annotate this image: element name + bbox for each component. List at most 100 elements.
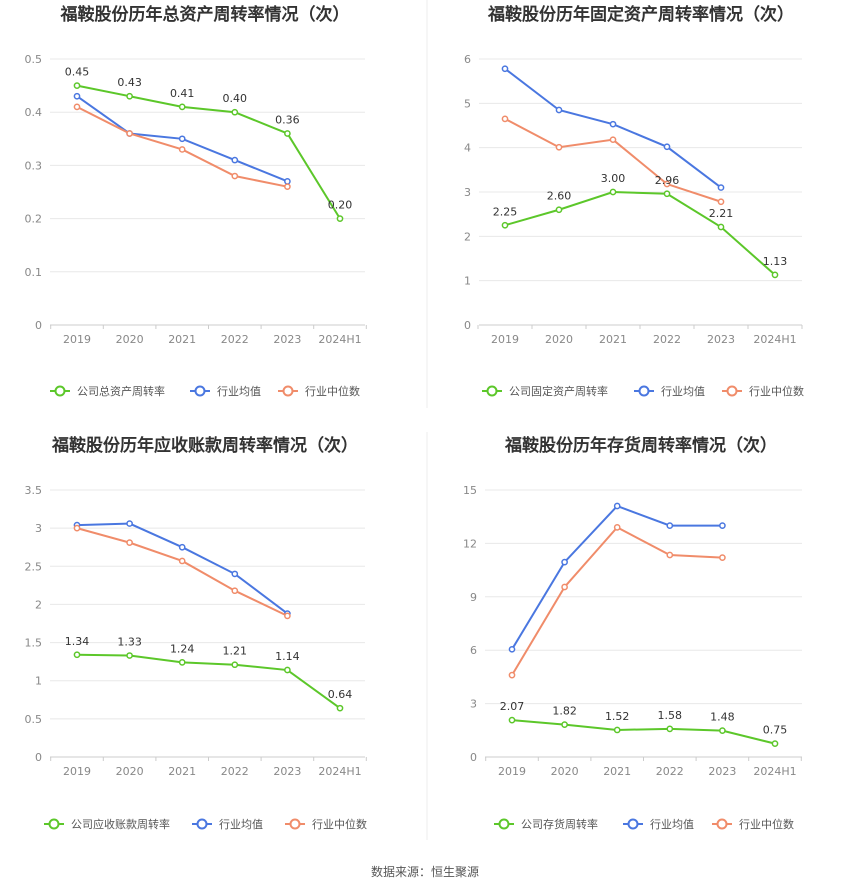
data-point-industry_avg[interactable] bbox=[501, 65, 509, 73]
x-tick-label: 2020 bbox=[545, 333, 573, 346]
data-point-company[interactable] bbox=[231, 661, 239, 669]
data-point-company[interactable] bbox=[561, 721, 568, 728]
data-point-industry_avg[interactable] bbox=[508, 645, 516, 653]
y-tick-label: 0.5 bbox=[25, 713, 43, 726]
x-tick-label: 2020 bbox=[116, 333, 144, 346]
legend-swatch-marker bbox=[716, 818, 728, 830]
data-point-industry_avg[interactable] bbox=[126, 520, 133, 527]
x-tick-label: 2021 bbox=[168, 765, 196, 778]
data-point-company[interactable] bbox=[609, 188, 617, 196]
data-point-industry_median[interactable] bbox=[508, 671, 516, 679]
data-point-industry_median[interactable] bbox=[231, 172, 239, 180]
data-point-industry_median[interactable] bbox=[663, 180, 671, 188]
data-point-industry_avg[interactable] bbox=[231, 570, 239, 578]
data-point-industry_median[interactable] bbox=[178, 557, 186, 565]
data-point-industry_avg[interactable] bbox=[613, 502, 621, 510]
y-tick-label: 0.1 bbox=[25, 266, 43, 279]
data-point-industry_median[interactable] bbox=[73, 524, 81, 532]
data-point-industry_avg[interactable] bbox=[561, 558, 568, 566]
y-tick-label: 2 bbox=[464, 230, 471, 243]
data-point-company[interactable] bbox=[508, 716, 516, 724]
data-label: 2.96 bbox=[655, 174, 680, 187]
x-tick-label: 2019 bbox=[63, 333, 91, 346]
data-source-note: 数据来源：恒生聚源 bbox=[371, 864, 479, 879]
data-point-industry_avg[interactable] bbox=[719, 522, 726, 529]
data-point-industry_median[interactable] bbox=[284, 612, 291, 620]
data-label: 1.58 bbox=[658, 709, 683, 722]
data-point-industry_median[interactable] bbox=[231, 587, 239, 595]
series-line-industry_avg bbox=[504, 67, 722, 189]
data-point-company[interactable] bbox=[284, 666, 291, 674]
y-tick-label: 0.2 bbox=[25, 213, 43, 226]
x-tick-label: 2020 bbox=[551, 765, 579, 778]
data-label: 1.14 bbox=[275, 650, 300, 663]
legend-label-industry_avg[interactable]: 行业均值 bbox=[217, 385, 261, 398]
data-point-industry_median[interactable] bbox=[178, 146, 186, 153]
data-point-company[interactable] bbox=[126, 92, 133, 100]
data-point-industry_median[interactable] bbox=[609, 136, 617, 144]
data-point-company[interactable] bbox=[126, 652, 133, 659]
data-point-industry_avg[interactable] bbox=[73, 92, 81, 100]
data-point-industry_median[interactable] bbox=[613, 524, 621, 531]
legend-label-industry_avg[interactable]: 行业均值 bbox=[650, 818, 694, 831]
legend-label-industry_median[interactable]: 行业中位数 bbox=[739, 817, 794, 831]
legend-label-industry_median[interactable]: 行业中位数 bbox=[312, 817, 367, 831]
data-point-industry_avg[interactable] bbox=[717, 184, 725, 191]
data-label: 1.21 bbox=[223, 645, 248, 658]
legend-label-company[interactable]: 公司固定资产周转率 bbox=[509, 384, 608, 398]
legend-label-company[interactable]: 公司总资产周转率 bbox=[77, 384, 165, 398]
data-point-company[interactable] bbox=[771, 271, 779, 279]
data-point-company[interactable] bbox=[73, 651, 81, 659]
legend-swatch-marker bbox=[282, 385, 294, 397]
data-label: 0.41 bbox=[170, 87, 195, 100]
data-point-company[interactable] bbox=[178, 659, 186, 666]
data-point-company[interactable] bbox=[336, 704, 344, 712]
data-point-industry_avg[interactable] bbox=[231, 156, 239, 164]
data-point-industry_avg[interactable] bbox=[609, 120, 617, 128]
data-point-industry_median[interactable] bbox=[73, 103, 81, 111]
data-point-company[interactable] bbox=[771, 740, 779, 748]
data-point-industry_median[interactable] bbox=[501, 115, 509, 123]
data-point-company[interactable] bbox=[555, 206, 563, 214]
data-point-industry_median[interactable] bbox=[666, 551, 674, 559]
data-point-industry_avg[interactable] bbox=[284, 178, 291, 185]
data-point-industry_median[interactable] bbox=[284, 183, 291, 191]
data-point-company[interactable] bbox=[613, 726, 621, 734]
data-point-company[interactable] bbox=[336, 215, 344, 222]
data-label: 2.25 bbox=[493, 205, 518, 218]
x-tick-label: 2021 bbox=[599, 333, 627, 346]
x-tick-label: 2023 bbox=[273, 765, 301, 778]
data-point-company[interactable] bbox=[663, 190, 671, 198]
data-point-company[interactable] bbox=[231, 108, 239, 116]
data-point-company[interactable] bbox=[501, 221, 509, 229]
data-point-industry_avg[interactable] bbox=[178, 135, 186, 143]
legend-label-industry_median[interactable]: 行业中位数 bbox=[305, 384, 360, 398]
data-point-industry_median[interactable] bbox=[126, 130, 133, 137]
data-point-industry_median[interactable] bbox=[561, 583, 568, 591]
x-tick-label: 2019 bbox=[498, 765, 526, 778]
data-point-company[interactable] bbox=[73, 82, 81, 89]
data-point-company[interactable] bbox=[284, 130, 291, 137]
data-point-company[interactable] bbox=[717, 223, 725, 231]
data-point-industry_median[interactable] bbox=[717, 198, 725, 206]
data-point-company[interactable] bbox=[666, 725, 674, 733]
data-point-industry_median[interactable] bbox=[719, 554, 726, 561]
data-point-industry_avg[interactable] bbox=[555, 106, 563, 114]
data-point-industry_median[interactable] bbox=[126, 539, 133, 546]
legend-label-company[interactable]: 公司应收账款周转率 bbox=[71, 817, 170, 831]
data-point-industry_avg[interactable] bbox=[663, 143, 671, 151]
chart-total-asset-turnover: 福鞍股份历年总资产周转率情况（次） 0 0.1 0.2 0.3 0.4 0.5 2019 202… bbox=[25, 4, 367, 398]
legend-label-industry_median[interactable]: 行业中位数 bbox=[749, 384, 804, 398]
legend-label-industry_avg[interactable]: 行业均值 bbox=[219, 818, 263, 831]
legend-label-industry_avg[interactable]: 行业均值 bbox=[661, 385, 705, 398]
data-point-industry_median[interactable] bbox=[555, 143, 563, 151]
data-point-company[interactable] bbox=[178, 103, 186, 111]
data-label: 2.07 bbox=[500, 700, 525, 713]
y-tick-label: 1.5 bbox=[25, 637, 43, 650]
data-point-company[interactable] bbox=[719, 727, 726, 735]
data-point-industry_avg[interactable] bbox=[666, 522, 674, 529]
x-tick-label: 2022 bbox=[656, 765, 684, 778]
data-point-industry_avg[interactable] bbox=[178, 543, 186, 551]
legend-label-company[interactable]: 公司存货周转率 bbox=[521, 817, 598, 831]
x-tick-label: 2022 bbox=[653, 333, 681, 346]
